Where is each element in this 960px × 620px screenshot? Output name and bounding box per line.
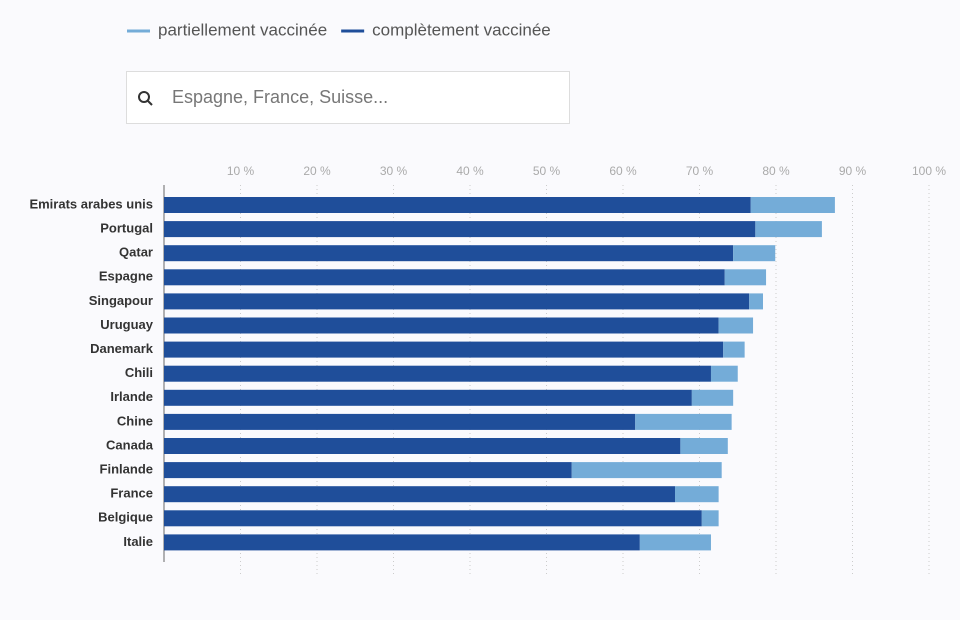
category-label: Espagne	[99, 269, 153, 284]
x-tick-label: 40 %	[456, 164, 484, 178]
bar-segment	[164, 317, 719, 334]
bar-segment	[164, 534, 640, 551]
bar-segment	[691, 389, 734, 406]
bar-segment	[733, 245, 776, 262]
search-box[interactable]	[126, 71, 570, 124]
bar-segment	[164, 389, 692, 406]
bar-segment	[164, 510, 702, 527]
bar-segment	[675, 486, 719, 503]
legend-label: partiellement vaccinée	[158, 20, 327, 39]
category-label: Qatar	[119, 245, 153, 260]
legend-label: complètement vaccinée	[372, 20, 551, 39]
bar-segment	[701, 510, 719, 527]
bar-segment	[164, 221, 756, 238]
bar-segment	[164, 365, 711, 382]
category-label: Canada	[106, 437, 154, 452]
search-placeholder: Espagne, France, Suisse...	[172, 87, 388, 107]
bar-segment	[164, 293, 750, 310]
category-label: Finlande	[100, 462, 153, 477]
x-tick-label: 90 %	[839, 164, 867, 178]
bar-segment	[723, 341, 745, 358]
bar-segment	[710, 365, 738, 382]
category-label: Danemark	[90, 341, 154, 356]
bar-segment	[635, 413, 732, 430]
x-tick-label: 70 %	[686, 164, 714, 178]
bar-segment	[164, 341, 724, 358]
category-label: Belgique	[98, 510, 153, 525]
bar-segment	[164, 438, 681, 454]
category-label: France	[110, 486, 153, 501]
bar-segment	[718, 317, 754, 334]
x-tick-label: 80 %	[762, 164, 790, 178]
x-tick-label: 20 %	[303, 164, 331, 178]
bar-segment	[639, 534, 711, 551]
search-icon	[138, 91, 150, 103]
category-label: Chine	[117, 413, 153, 428]
category-label: Singapour	[89, 293, 153, 308]
bar-segment	[164, 413, 636, 430]
bar-segment	[164, 462, 572, 479]
bar-segment	[750, 197, 835, 213]
category-label: Italie	[123, 534, 153, 549]
bar-segment	[164, 197, 751, 213]
bar-segment	[571, 462, 722, 479]
bar-segment	[749, 293, 763, 310]
x-tick-label: 60 %	[609, 164, 637, 178]
bar-segment	[164, 245, 734, 262]
category-label: Irlande	[110, 389, 153, 404]
category-label: Uruguay	[100, 317, 154, 332]
category-label: Emirats arabes unis	[29, 196, 153, 211]
category-label: Portugal	[100, 221, 153, 236]
x-tick-label: 10 %	[227, 164, 255, 178]
bar-segment	[724, 269, 767, 286]
bar-segment	[680, 438, 728, 454]
x-tick-label: 30 %	[380, 164, 408, 178]
category-label: Chili	[125, 365, 153, 380]
bar-segment	[164, 269, 725, 286]
search-icon	[147, 100, 153, 106]
x-tick-label: 50 %	[533, 164, 561, 178]
bar-segment	[164, 486, 676, 503]
x-tick-label: 100 %	[912, 164, 946, 178]
bar-segment	[755, 221, 822, 238]
